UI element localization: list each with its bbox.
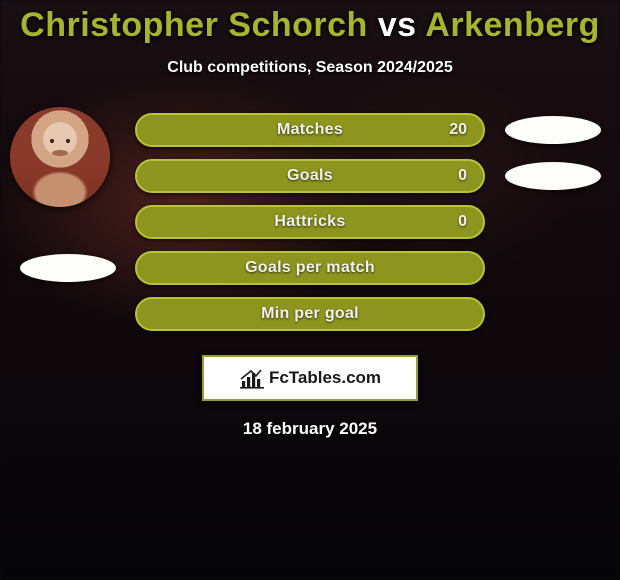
stat-row: Min per goal	[0, 291, 620, 337]
stat-row: Matches 20	[0, 107, 620, 153]
stat-pill: Goals 0	[135, 159, 485, 193]
left-slot	[0, 153, 135, 199]
right-slot	[485, 245, 620, 291]
player1-name-oval	[20, 254, 116, 282]
left-slot	[0, 291, 135, 337]
right-slot	[485, 199, 620, 245]
stat-value: 0	[458, 167, 467, 185]
stat-pill: Min per goal	[135, 297, 485, 331]
stat-row: Goals 0	[0, 153, 620, 199]
player2-name-oval	[505, 162, 601, 190]
stat-row: Hattricks 0	[0, 199, 620, 245]
stat-label: Goals	[287, 167, 333, 185]
right-slot	[485, 291, 620, 337]
logo-box[interactable]: FcTables.com	[202, 355, 418, 401]
title-player1: Christopher Schorch	[20, 6, 368, 44]
stat-value: 20	[449, 121, 467, 139]
page-title: Christopher Schorch vs Arkenberg	[0, 0, 620, 45]
right-slot	[485, 153, 620, 199]
left-slot	[0, 245, 135, 291]
stat-value: 0	[458, 213, 467, 231]
stat-pill: Goals per match	[135, 251, 485, 285]
logo-text: FcTables.com	[269, 368, 381, 388]
stat-label: Matches	[277, 121, 343, 139]
stat-pill: Matches 20	[135, 113, 485, 147]
stats-area: Matches 20 Goals 0 Hattricks 0 Goals per match…	[0, 107, 620, 337]
subtitle: Club competitions, Season 2024/2025	[0, 59, 620, 77]
right-slot	[485, 107, 620, 153]
player2-avatar-oval	[505, 116, 601, 144]
stat-pill: Hattricks 0	[135, 205, 485, 239]
stat-label: Goals per match	[245, 259, 375, 277]
left-slot	[0, 107, 135, 153]
title-vs: vs	[378, 6, 417, 44]
stat-label: Min per goal	[261, 305, 359, 323]
date-text: 18 february 2025	[0, 419, 620, 439]
left-slot	[0, 199, 135, 245]
stat-row: Goals per match	[0, 245, 620, 291]
title-player2: Arkenberg	[425, 6, 600, 44]
logo-chart-icon	[239, 367, 265, 389]
stat-label: Hattricks	[274, 213, 345, 231]
